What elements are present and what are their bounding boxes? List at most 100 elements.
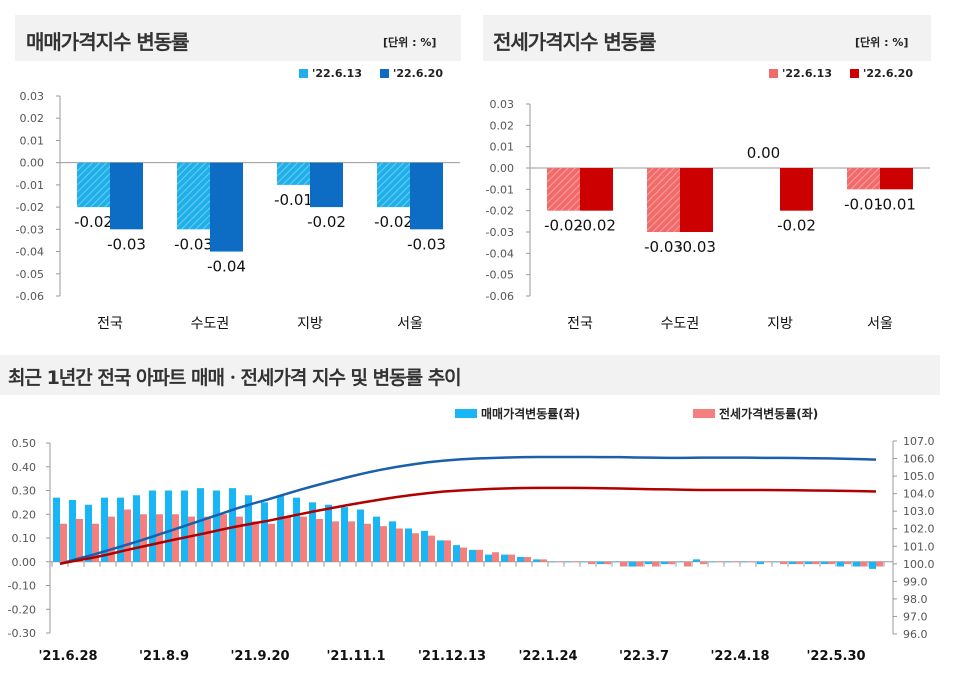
- sale-change-bar: [277, 495, 284, 562]
- sale-change-bar: [293, 497, 300, 562]
- sale-change-bar: [197, 488, 204, 562]
- sale-bar-hatch: [77, 162, 110, 208]
- sale-change-bar: [261, 502, 268, 562]
- trend-x-tick-label: '22.4.18: [710, 649, 769, 664]
- sale-change-bar: [85, 504, 92, 562]
- jeonse-change-bar: [732, 561, 739, 563]
- jeonse-change-bar: [572, 561, 579, 563]
- jeonse-change-bar: [412, 533, 419, 562]
- legend-label: '22.6.13: [782, 67, 832, 80]
- sale-data-label: -0.01: [274, 191, 313, 209]
- jeonse-y-tick-label: 0.01: [490, 141, 515, 154]
- jeonse-bar: [580, 168, 613, 211]
- sale-bar: [110, 162, 143, 230]
- jeonse-change-bar: [268, 523, 275, 562]
- jeonse-change-bar: [508, 554, 515, 562]
- sale-bar-hatch: [277, 162, 310, 185]
- jeonse-change-bar: [700, 561, 707, 565]
- jeonse-category-label: 지방: [767, 316, 793, 332]
- jeonse-data-label: -0.01: [844, 195, 883, 213]
- sale-bar: [310, 162, 343, 208]
- jeonse-change-bar: [748, 561, 755, 563]
- sale-y-tick-label: 0.03: [20, 90, 45, 103]
- sale-y-tick-label: -0.02: [16, 201, 44, 214]
- jeonse-y-tick-label: 0.02: [490, 119, 515, 132]
- jeonse-bar: [680, 168, 713, 232]
- sale-data-label: -0.02: [374, 213, 413, 231]
- sale-category-label: 수도권: [191, 316, 230, 332]
- sale-legend-2: '22.6.20: [380, 67, 443, 80]
- sale-change-bar: [757, 561, 764, 565]
- trend-right-tick-label: 106.0: [903, 453, 935, 466]
- jeonse-change-bar: [92, 523, 99, 562]
- jeonse-change-bar: [780, 561, 787, 565]
- sale-category-label: 서울: [397, 316, 423, 332]
- sale-change-bar: [661, 561, 668, 565]
- jeonse-data-label: -0.02: [544, 217, 583, 235]
- jeonse-change-bar: [60, 523, 67, 562]
- jeonse-panel-header: [483, 15, 931, 61]
- sale-y-tick-label: 0.00: [20, 157, 45, 170]
- trend-right-tick-label: 105.0: [903, 470, 935, 483]
- jeonse-legend-1: '22.6.13: [769, 67, 832, 80]
- jeonse-change-bar: [380, 526, 387, 562]
- sale-change-bar: [725, 561, 732, 563]
- sale-change-bar: [437, 540, 444, 562]
- trend-right-tick-label: 107.0: [903, 435, 935, 448]
- jeonse-y-tick-label: -0.05: [486, 269, 514, 282]
- jeonse-data-label: -0.03: [677, 238, 716, 256]
- legend-label: 매매가격변동률(좌): [481, 407, 581, 421]
- jeonse-change-bar: [236, 516, 243, 562]
- jeonse-change-bar: [828, 561, 835, 565]
- jeonse-change-bar: [588, 561, 595, 565]
- sale-change-bar: [117, 497, 124, 562]
- jeonse-y-tick-label: 0.00: [490, 162, 515, 175]
- trend-x-tick-label: '22.1.24: [518, 649, 577, 664]
- jeonse-change-bar: [764, 561, 771, 563]
- sale-change-bar: [517, 557, 524, 562]
- trend-left-tick-label: 0.30: [12, 485, 37, 498]
- sale-data-label: -0.03: [407, 235, 446, 253]
- sale-bar: [410, 162, 443, 230]
- jeonse-data-label: -0.02: [577, 217, 616, 235]
- jeonse-y-tick-label: 0.03: [490, 98, 515, 111]
- sale-change-bar: [709, 561, 716, 563]
- jeonse-change-bar: [636, 561, 643, 567]
- jeonse-change-bar: [716, 561, 723, 563]
- jeonse-change-bar: [156, 514, 163, 562]
- sale-bar: [210, 162, 243, 252]
- jeonse-change-bar: [188, 516, 195, 562]
- sale-change-bar: [357, 509, 364, 562]
- sale-change-bar: [789, 561, 796, 565]
- jeonse-bar-hatch: [547, 168, 580, 211]
- jeonse-change-bar: [556, 561, 563, 563]
- sale-change-bar: [581, 561, 588, 563]
- sale-bar-hatch: [177, 162, 210, 230]
- legend-label: '22.6.20: [393, 67, 443, 80]
- sale-change-bar: [549, 561, 556, 563]
- sale-data-label: -0.03: [174, 235, 213, 253]
- trend-right-tick-label: 97.0: [903, 610, 928, 623]
- trend-right-tick-label: 104.0: [903, 488, 935, 501]
- jeonse-change-bar: [220, 514, 227, 562]
- sale-y-tick-label: 0.01: [20, 134, 45, 147]
- trend-left-tick-label: 0.40: [12, 461, 37, 474]
- trend-x-tick-label: '21.8.9: [139, 649, 189, 664]
- jeonse-y-tick-label: -0.03: [486, 226, 514, 239]
- jeonse-change-bar: [444, 540, 451, 562]
- trend-left-tick-label: -0.20: [8, 603, 36, 616]
- sale-change-bar: [629, 561, 636, 567]
- jeonse-change-bar: [348, 521, 355, 562]
- sale-change-bar: [389, 521, 396, 562]
- sale-change-bar: [645, 561, 652, 565]
- trend-right-tick-label: 102.0: [903, 523, 935, 536]
- sale-category-label: 전국: [97, 316, 123, 332]
- jeonse-change-bar: [876, 561, 883, 567]
- jeonse-change-bar: [316, 519, 323, 562]
- sale-change-bar: [133, 495, 140, 562]
- sale-change-bar: [453, 545, 460, 562]
- jeonse-legend-2: '22.6.20: [850, 67, 913, 80]
- jeonse-data-label: -0.02: [777, 217, 816, 235]
- trend-legend-jeonse: 전세가격변동률(좌): [693, 405, 818, 422]
